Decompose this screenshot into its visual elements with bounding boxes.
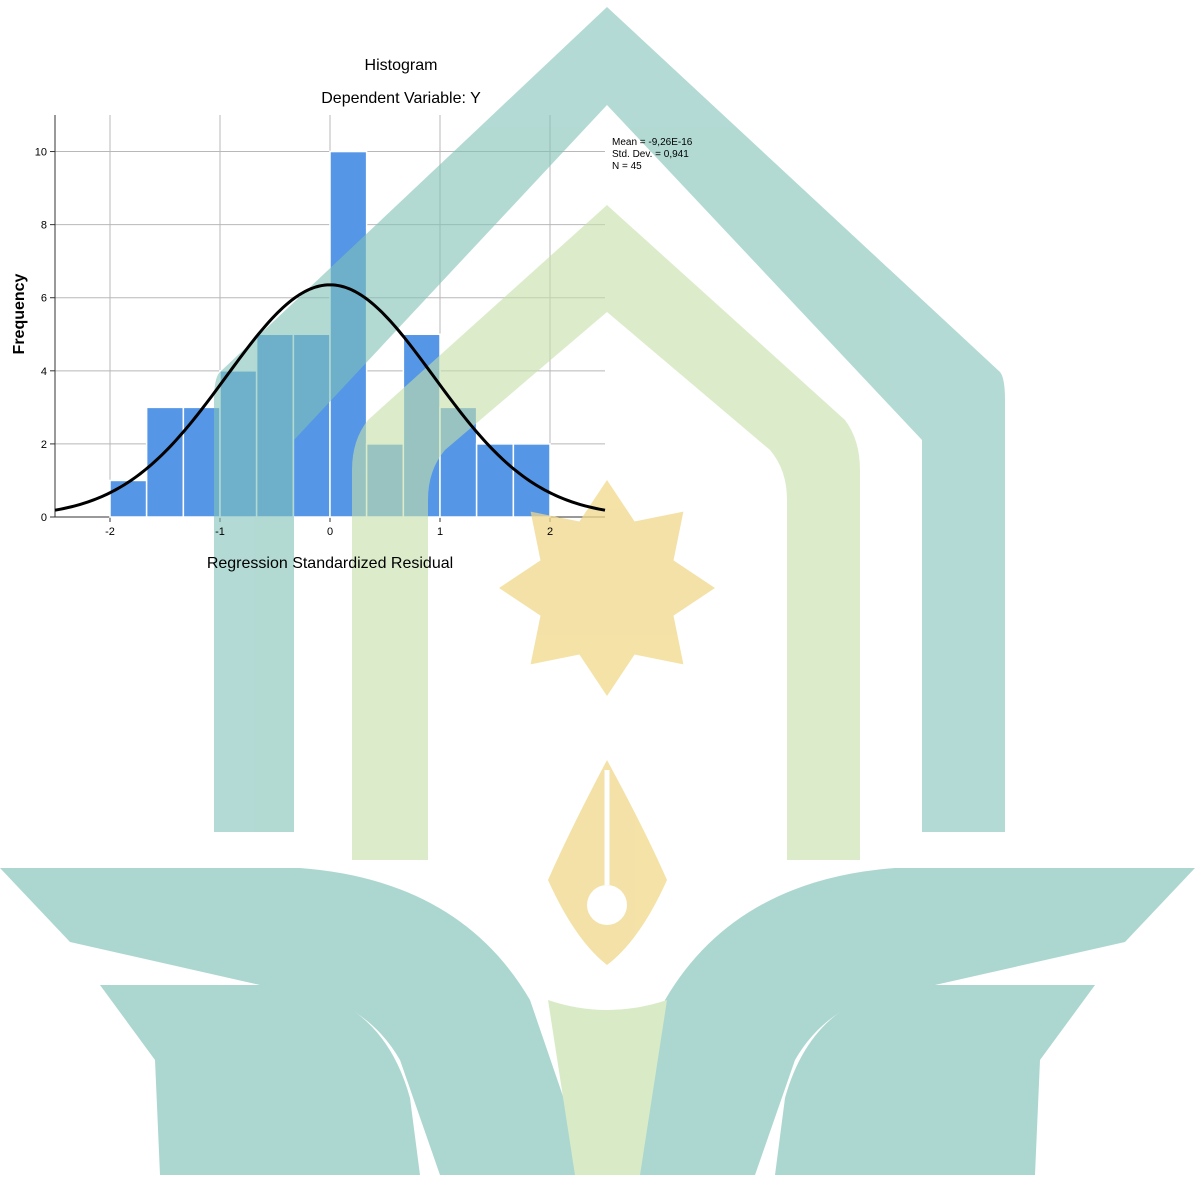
university-logo-watermark bbox=[214, 7, 1005, 860]
star-center bbox=[579, 562, 635, 618]
y-tick-label: 10 bbox=[35, 147, 47, 159]
chart-title: Histogram bbox=[365, 57, 438, 74]
histogram-bar bbox=[145, 406, 185, 518]
book-right-upper bbox=[605, 868, 1195, 1175]
x-tick-labels: -2 -1 0 1 2 bbox=[105, 526, 553, 538]
book-left-upper bbox=[0, 868, 590, 1175]
y-tick-label: 6 bbox=[41, 293, 47, 305]
y-tick-label: 0 bbox=[41, 512, 47, 524]
histogram-bar bbox=[475, 443, 515, 518]
book-right-lower bbox=[775, 985, 1095, 1175]
normal-curve bbox=[54, 283, 606, 512]
green-arch-shape bbox=[352, 205, 860, 860]
x-tick-label: 1 bbox=[437, 526, 443, 538]
x-tick-label: 2 bbox=[547, 526, 553, 538]
chart-subtitle: Dependent Variable: Y bbox=[321, 90, 481, 107]
x-tick-label: 0 bbox=[327, 526, 333, 538]
stats-mean: Mean = -9,26E-16 bbox=[612, 137, 693, 148]
pen-nib-emblem bbox=[548, 760, 667, 965]
teal-arch-shape bbox=[214, 7, 1005, 832]
pen-nib-hole bbox=[587, 885, 627, 925]
y-tick-label: 2 bbox=[41, 439, 47, 451]
book-left-lower bbox=[100, 985, 420, 1175]
y-tick-label: 8 bbox=[41, 220, 47, 232]
x-tick-label: -2 bbox=[105, 526, 115, 538]
histogram-bar bbox=[109, 479, 148, 518]
book-watermark bbox=[0, 868, 1195, 1175]
book-center-spine bbox=[548, 1000, 667, 1175]
stats-std-dev: Std. Dev. = 0,941 bbox=[612, 149, 689, 160]
y-axis-label: Frequency bbox=[11, 273, 28, 354]
x-tick-label: -1 bbox=[215, 526, 225, 538]
star-emblem bbox=[499, 480, 715, 696]
x-axis-label: Regression Standardized Residual bbox=[207, 555, 453, 572]
y-tick-label: 4 bbox=[41, 366, 47, 378]
y-tick-labels: 0 2 4 6 8 10 bbox=[35, 147, 47, 524]
stats-n: N = 45 bbox=[612, 161, 642, 172]
